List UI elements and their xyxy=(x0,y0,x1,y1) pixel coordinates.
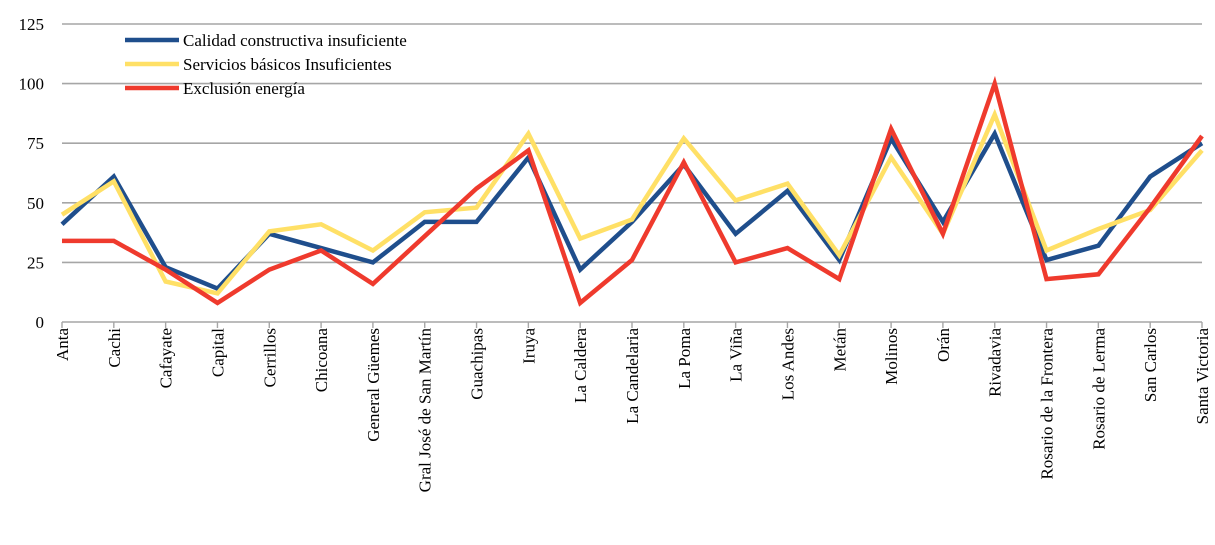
y-tick-label: 100 xyxy=(19,75,45,94)
x-tick-label: La Poma xyxy=(675,328,694,389)
legend-label: Exclusión energía xyxy=(183,79,305,98)
x-tick-label: Orán xyxy=(934,328,953,362)
series-line-2 xyxy=(62,115,1202,294)
y-tick-label: 125 xyxy=(19,15,45,34)
y-tick-label: 50 xyxy=(27,194,44,213)
y-tick-label: 0 xyxy=(36,313,45,332)
x-tick-label: La Viña xyxy=(727,328,746,382)
y-tick-label: 75 xyxy=(27,134,44,153)
x-tick-label: General Güemes xyxy=(364,328,383,442)
x-tick-label: Cafayate xyxy=(157,328,176,388)
x-tick-label: Rivadavia xyxy=(986,328,1005,397)
x-tick-label: Rosario de Lerma xyxy=(1089,328,1108,450)
x-tick-label: Capital xyxy=(208,328,227,377)
x-tick-label: La Caldera xyxy=(571,328,590,403)
x-tick-label: San Carlos xyxy=(1141,328,1160,402)
x-tick-label: Chicoana xyxy=(312,328,331,393)
x-tick-label: Molinos xyxy=(882,328,901,385)
y-tick-label: 25 xyxy=(27,253,44,272)
legend-label: Calidad constructiva insuficiente xyxy=(183,31,407,50)
x-tick-label: La Candelaria xyxy=(623,328,642,424)
x-tick-label: Anta xyxy=(53,328,72,362)
legend-label: Servicios básicos Insuficientes xyxy=(183,55,392,74)
x-tick-label: Gral José de San Martín xyxy=(416,328,435,493)
x-tick-label: Cachi xyxy=(105,328,124,368)
legend: Calidad constructiva insuficiente Servici… xyxy=(125,31,407,98)
x-tick-label: Los Andes xyxy=(778,328,797,400)
x-tick-label: Cerrillos xyxy=(260,328,279,388)
x-tick-label: Iruya xyxy=(519,328,538,364)
x-tick-label: Guachipas xyxy=(468,328,487,400)
series-layer xyxy=(62,84,1202,304)
x-tick-label: Santa Victoria xyxy=(1193,328,1212,425)
x-tick-label: Metán xyxy=(830,328,849,372)
x-tick-label: Rosario de la Frontera xyxy=(1038,328,1057,480)
